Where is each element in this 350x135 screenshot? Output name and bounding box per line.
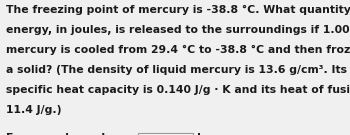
- Text: a solid? (The density of liquid mercury is 13.6 g/cm³. Its: a solid? (The density of liquid mercury …: [6, 65, 347, 75]
- Text: J: J: [197, 133, 201, 135]
- Text: Energy released =: Energy released =: [6, 133, 118, 135]
- FancyBboxPatch shape: [138, 133, 192, 135]
- Text: specific heat capacity is 0.140 J/g · K and its heat of fusion is: specific heat capacity is 0.140 J/g · K …: [6, 85, 350, 95]
- Text: mercury is cooled from 29.4 °C to -38.8 °C and then frozen to: mercury is cooled from 29.4 °C to -38.8 …: [6, 45, 350, 55]
- Text: energy, in joules, is released to the surroundings if 1.00 mL of: energy, in joules, is released to the su…: [6, 25, 350, 35]
- Text: The freezing point of mercury is -38.8 °C. What quantity of: The freezing point of mercury is -38.8 °…: [6, 5, 350, 16]
- Text: 11.4 J/g.): 11.4 J/g.): [6, 105, 62, 115]
